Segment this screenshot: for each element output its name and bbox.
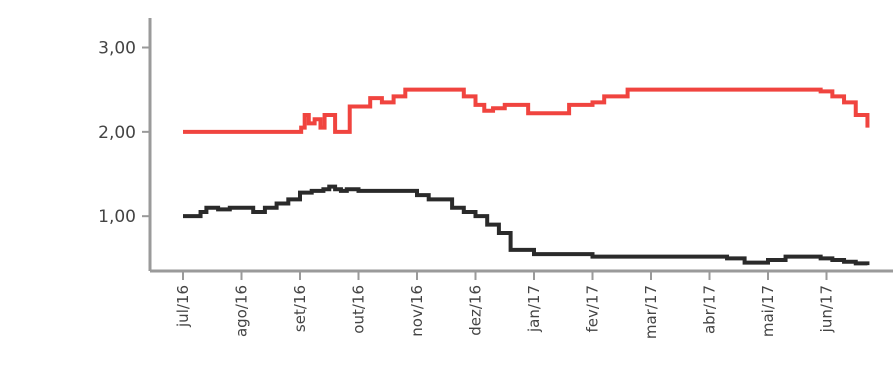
chart-axes: [148, 18, 893, 273]
y-tick-label: 2,00: [98, 123, 136, 143]
series-layer: [183, 87, 870, 266]
x-tick-label: jun/17: [818, 285, 836, 333]
y-axis-ticks: 1,00 2,00 3,00: [98, 39, 150, 227]
x-tick-label: fev/17: [584, 285, 602, 333]
x-tick-label: set/16: [291, 285, 309, 332]
x-tick-label: mar/17: [642, 285, 660, 339]
x-tick-label: jan/17: [525, 285, 543, 333]
series-line-2: [183, 184, 870, 266]
y-tick-label: 3,00: [98, 39, 136, 59]
x-tick-label: ago/16: [233, 285, 251, 337]
x-tick-label: nov/16: [408, 285, 426, 337]
y-tick-label: 1,00: [98, 207, 136, 227]
x-tick-label: dez/16: [467, 285, 485, 336]
x-tick-label: mai/17: [759, 285, 777, 337]
x-axis-ticks: jul/16 ago/16 set/16 out/16 nov/16 dez/16 jan/…: [174, 271, 836, 339]
x-tick-label: jul/16: [174, 285, 192, 328]
x-tick-label: out/16: [350, 285, 368, 334]
x-tick-label: abr/17: [701, 285, 719, 334]
series-line-1: [183, 87, 870, 134]
